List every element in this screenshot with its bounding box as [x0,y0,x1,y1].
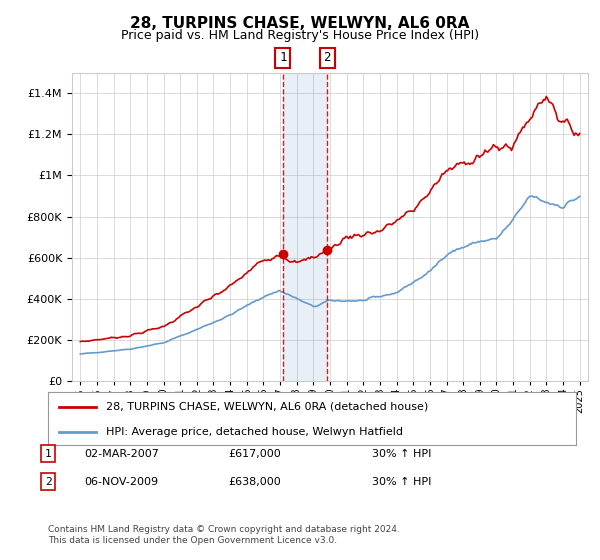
Text: 1: 1 [279,52,287,64]
Text: Contains HM Land Registry data © Crown copyright and database right 2024.
This d: Contains HM Land Registry data © Crown c… [48,525,400,545]
Text: £617,000: £617,000 [228,449,281,459]
Text: 2: 2 [323,52,331,64]
Text: 02-MAR-2007: 02-MAR-2007 [84,449,159,459]
Text: 28, TURPINS CHASE, WELWYN, AL6 0RA: 28, TURPINS CHASE, WELWYN, AL6 0RA [130,16,470,31]
Bar [283,73,328,381]
Text: 30% ↑ HPI: 30% ↑ HPI [372,449,431,459]
Text: 2: 2 [44,477,52,487]
Text: 28, TURPINS CHASE, WELWYN, AL6 0RA (detached house): 28, TURPINS CHASE, WELWYN, AL6 0RA (deta… [106,402,428,412]
Text: 1: 1 [44,449,52,459]
Text: 06-NOV-2009: 06-NOV-2009 [84,477,158,487]
Text: Price paid vs. HM Land Registry's House Price Index (HPI): Price paid vs. HM Land Registry's House … [121,29,479,42]
Text: 30% ↑ HPI: 30% ↑ HPI [372,477,431,487]
Text: £638,000: £638,000 [228,477,281,487]
Text: HPI: Average price, detached house, Welwyn Hatfield: HPI: Average price, detached house, Welw… [106,427,403,437]
